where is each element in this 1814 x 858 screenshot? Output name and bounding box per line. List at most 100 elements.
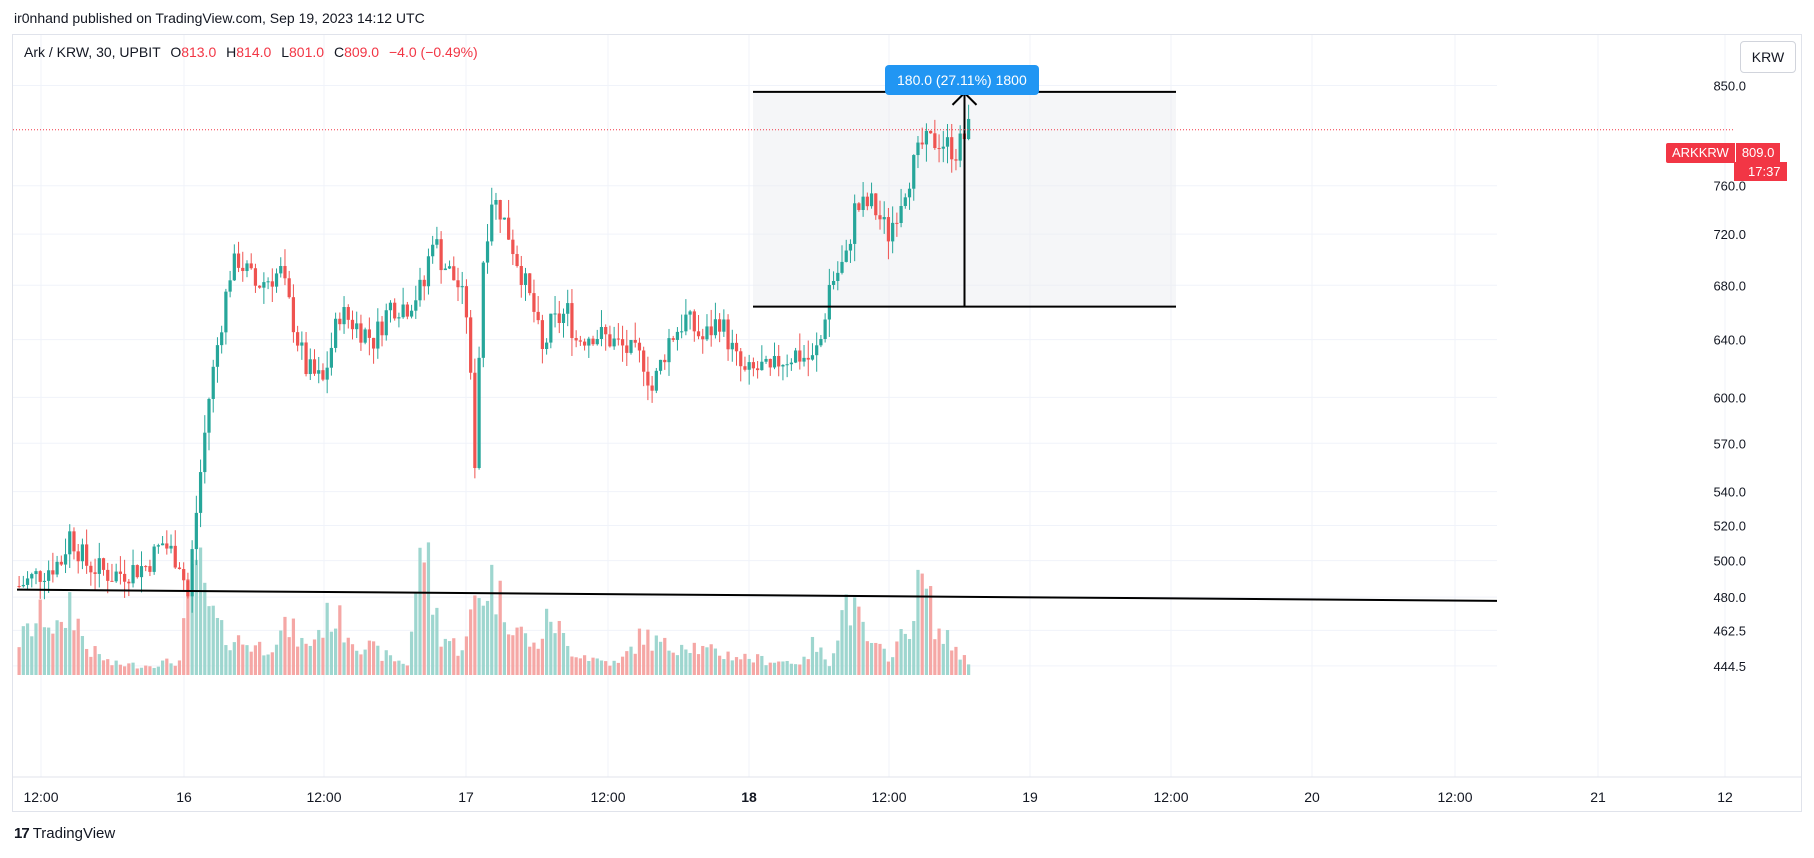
candle-body — [135, 565, 139, 578]
candle-body — [418, 279, 422, 301]
candle-body — [110, 580, 114, 582]
volume-bar — [557, 620, 561, 675]
candle-body — [950, 137, 954, 160]
price-tick-label: 760.0 — [1713, 179, 1746, 194]
volume-bar — [17, 647, 21, 675]
time-tick-label: 18 — [741, 789, 757, 805]
candle-body — [85, 544, 89, 566]
candlestick-chart[interactable]: 850.0 760.0 720.0 680.0 640.0 600.0 570.0 540.0… — [13, 35, 1802, 812]
candle-body — [173, 545, 177, 568]
candle-body — [675, 331, 680, 340]
candle-body — [582, 341, 587, 346]
candle-body — [481, 262, 485, 358]
volume-bar — [642, 644, 646, 675]
volume-bar — [772, 662, 777, 675]
volume-bar — [144, 665, 148, 675]
price-tick-label: 720.0 — [1713, 227, 1746, 242]
candle-body — [646, 371, 650, 386]
volume-bar — [595, 658, 599, 675]
volume-bar — [198, 547, 203, 675]
candle-body — [637, 342, 642, 351]
volume-bar — [47, 627, 51, 675]
candle-body — [490, 204, 494, 242]
volume-bar — [42, 627, 47, 675]
volume-bar — [241, 644, 245, 675]
volume-bar — [785, 660, 789, 675]
volume-bar — [97, 654, 101, 675]
candle-body — [452, 266, 456, 281]
candle-body — [350, 319, 355, 330]
volume-bar — [148, 666, 152, 675]
volume-bar — [485, 600, 490, 675]
volume-bar — [549, 621, 553, 675]
candle-body — [840, 261, 844, 273]
candle-body — [604, 326, 608, 335]
volume-bar — [435, 607, 439, 675]
footer-brand[interactable]: 17 TradingView — [14, 825, 115, 842]
volume-bar — [869, 642, 874, 675]
candle-body — [304, 342, 308, 375]
volume-bar — [123, 666, 127, 675]
volume-bar — [781, 661, 785, 675]
candle-body — [958, 133, 962, 161]
volume-bar — [245, 645, 249, 675]
candle-body — [72, 531, 76, 552]
volume-bar — [101, 660, 106, 675]
volume-bar — [194, 559, 198, 675]
volume-bar — [38, 599, 42, 675]
candle-body — [692, 311, 696, 332]
candle-body — [658, 359, 663, 371]
time-tick-label: 12 — [1717, 789, 1733, 805]
price-tag-symbol: ARKKRW — [1666, 143, 1735, 163]
candle-body — [566, 303, 570, 314]
candle-body — [739, 351, 743, 367]
volume-bar — [401, 663, 405, 675]
volume-bar — [135, 668, 139, 675]
volume-bar — [405, 665, 409, 675]
volume-bar — [363, 649, 367, 675]
volume-bar — [675, 655, 680, 675]
volume-bar — [967, 664, 971, 675]
volume-bar — [469, 609, 473, 675]
candle-body — [118, 571, 122, 574]
volume-bar — [540, 638, 544, 675]
volume-bar — [279, 630, 283, 675]
candle-body — [768, 358, 772, 368]
publisher-text: ir0nhand published on TradingView.com, S… — [14, 10, 425, 26]
volume-bar — [30, 636, 34, 675]
volume-bar — [633, 653, 637, 675]
volume-bar — [857, 606, 861, 675]
candle-body — [853, 203, 857, 244]
candle-body — [549, 313, 553, 343]
volume-bar — [182, 618, 186, 675]
candle-body — [772, 355, 777, 368]
close-key: C — [333, 44, 345, 60]
volume-bar — [713, 648, 718, 675]
volume-bar — [203, 582, 207, 675]
candle-body — [823, 319, 827, 340]
last-price-tag: ARKKRW 809.0 — [1666, 143, 1781, 163]
volume-bar — [160, 660, 165, 675]
candle-body — [578, 340, 582, 342]
candle-body — [954, 159, 958, 161]
volume-bar — [962, 655, 966, 675]
volume-bar — [722, 659, 726, 675]
candle-body — [519, 266, 523, 285]
volume-bar — [625, 651, 629, 675]
volume-bar — [840, 610, 844, 675]
volume-bar — [409, 631, 414, 675]
volume-bar — [671, 652, 675, 675]
currency-button[interactable]: KRW — [1740, 41, 1796, 73]
candle-body — [76, 551, 80, 562]
candles — [17, 104, 971, 613]
candle-body — [734, 342, 739, 352]
candle-body — [696, 331, 701, 337]
candle-body — [97, 558, 101, 574]
candle-body — [654, 370, 658, 391]
volume-bar — [211, 605, 215, 675]
candle-body — [469, 317, 473, 373]
candle-body — [587, 338, 591, 346]
volume-bar — [730, 660, 734, 675]
candle-body — [473, 372, 477, 469]
candle-body — [595, 338, 599, 345]
